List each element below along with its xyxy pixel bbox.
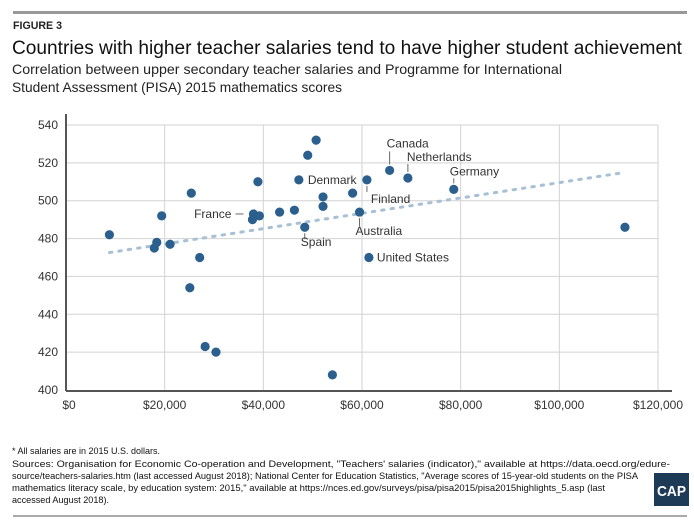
trendline-path [107,171,625,255]
axes [65,114,672,392]
data-point [318,201,328,211]
footnote-line-4: mathematics literacy scale, by education… [12,483,605,494]
point-label: Netherlands [407,150,472,164]
y-tick-label: 440 [38,307,58,321]
data-point [247,215,258,225]
data-point [104,230,115,240]
chart-title: Countries with higher teacher salaries t… [12,38,683,59]
data-point [348,188,358,198]
bottom-rule [13,515,687,517]
data-point [254,211,264,221]
footnote-line-1: * All salaries are in 2015 U.S. dollars. [12,446,160,457]
footnote-line-5: accessed August 2018). [12,495,109,506]
y-tick-label: 400 [38,383,58,397]
data-point [289,205,300,215]
point-labels: France Denmark Spain Australia Finland United… [194,136,499,264]
x-tick-label: $100,000 [534,398,584,412]
data-point [275,207,285,217]
data-point [354,207,365,217]
data-point [318,192,328,202]
footnote-line-3: source/teachers-salaries.htm (last acces… [12,471,639,482]
data-point [403,173,413,183]
top-rule [13,11,687,14]
tick-labels: 400 420 440 460 480 500 520 540 $0 $20,000 $40,000… [38,118,683,412]
data-point [165,239,175,249]
data-point [327,370,337,380]
y-tick-label: 460 [38,269,58,283]
data-point [200,341,210,352]
cap-logo-background [654,473,689,506]
data-points [104,135,630,380]
data-point [186,188,196,198]
data-point [185,283,195,293]
point-label: Finland [371,192,410,206]
x-tick-label: $40,000 [242,398,286,412]
trendline [107,171,625,255]
data-point [300,222,310,232]
data-point [620,222,630,232]
data-point [362,175,372,185]
point-label: Australia [356,224,403,238]
y-tick-label: 420 [38,345,58,359]
chart-subtitle-line-1: Correlation between upper secondary teac… [12,61,562,77]
data-point [449,184,459,194]
point-label: France [194,207,232,221]
data-point [385,165,395,176]
y-tick-label: 540 [38,118,58,132]
data-point [195,252,205,263]
grid [66,124,659,390]
x-tick-label: $60,000 [340,398,384,412]
data-point [211,347,221,357]
data-point [303,150,313,160]
figure-label: FIGURE 3 [13,20,62,32]
x-tick-label: $0 [62,398,76,412]
data-point [152,237,162,247]
y-tick-label: 480 [38,232,58,246]
data-point [253,177,263,187]
x-tick-label: $120,000 [633,398,683,412]
chart-subtitle-line-2: Student Assessment (PISA) 2015 mathemati… [12,79,342,95]
x-tick-label: $80,000 [439,398,483,412]
point-label: Canada [387,136,429,150]
point-label: Denmark [308,173,358,187]
x-tick-label: $20,000 [143,398,187,412]
y-tick-label: 520 [38,156,58,170]
y-tick-label: 500 [38,194,58,208]
data-point [157,211,167,221]
point-label: Spain [301,235,332,249]
cap-logo: CAP [654,473,689,506]
cap-logo-text: CAP [657,483,686,500]
data-point [311,135,321,145]
data-point [364,252,374,263]
point-label: Germany [450,164,499,178]
footnote-line-2: Sources: Organisation for Economic Co-op… [12,459,670,470]
data-point [294,175,304,185]
point-label: United States [377,251,449,265]
